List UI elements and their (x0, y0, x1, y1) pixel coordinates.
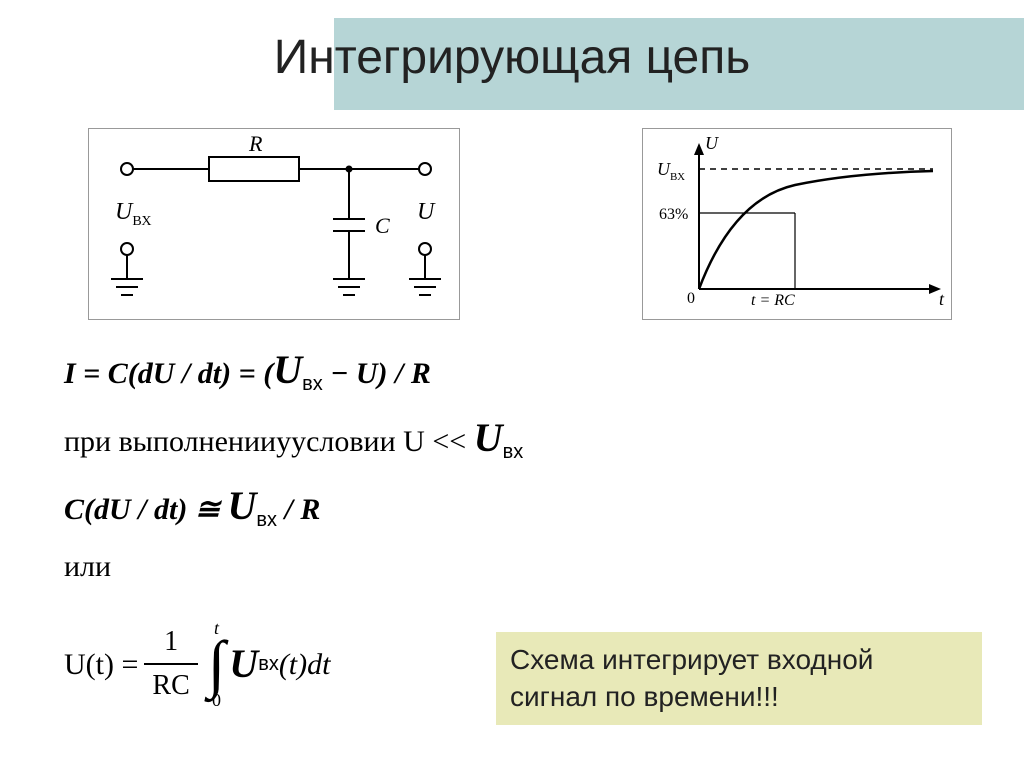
capacitor-label: C (375, 213, 390, 238)
circuit-diagram: R C UВХ U (88, 128, 460, 320)
page-title: Интегрирующая цепь (0, 30, 1024, 85)
y-axis-label: U (705, 133, 719, 153)
asymptote-label: UВХ (657, 159, 685, 183)
highlight-line1: Схема интегрирует входной (510, 642, 968, 678)
equation-1: I = C(dU / dt) = (Uвх − U) / R (64, 340, 964, 400)
uout-label: U (417, 199, 436, 225)
tau-label: t = RC (751, 292, 795, 309)
highlight-line2: сигнал по времени!!! (510, 679, 968, 715)
origin-label: 0 (687, 290, 695, 307)
response-graph: U t 0 UВХ 63% t = RC (642, 128, 952, 320)
resistor-label: R (248, 131, 263, 156)
equation-3: C(dU / dt) ≅ Uвх / R (64, 476, 964, 536)
equation-4: или (64, 544, 964, 589)
x-axis-label: t (939, 289, 945, 309)
level-label: 63% (659, 206, 688, 223)
uin-label: UВХ (115, 199, 151, 229)
equation-2: при выполненииуусловии U << Uвх (64, 408, 964, 468)
highlight-box: Схема интегрирует входной сигнал по врем… (496, 632, 982, 725)
